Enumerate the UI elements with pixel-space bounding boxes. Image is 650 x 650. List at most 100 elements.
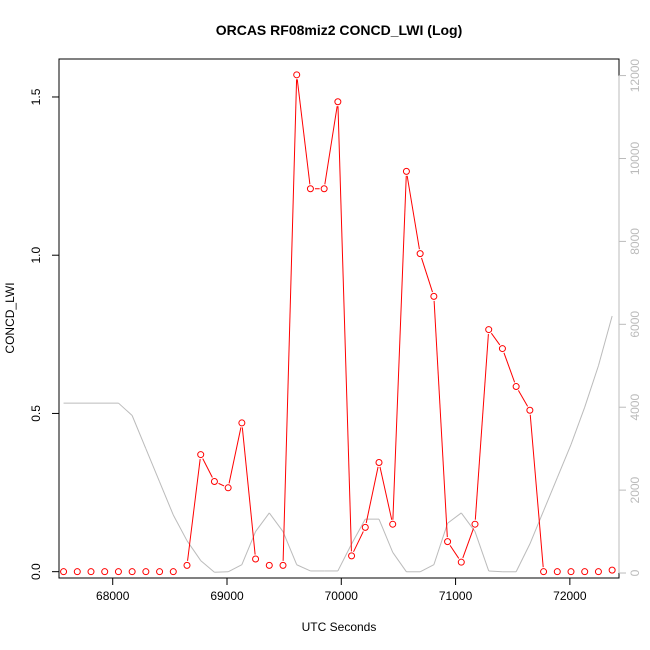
secondary-series-segment bbox=[378, 518, 394, 553]
secondary-series-segment bbox=[118, 402, 133, 416]
data-point bbox=[361, 523, 369, 531]
secondary-series-segment bbox=[433, 523, 449, 565]
data-point bbox=[73, 568, 81, 576]
series-line-segment bbox=[406, 175, 420, 250]
data-point bbox=[128, 568, 136, 576]
series-line-segment bbox=[529, 414, 544, 568]
series-line-segment bbox=[421, 257, 433, 293]
data-point bbox=[402, 167, 410, 175]
series-line-segment bbox=[449, 545, 460, 559]
data-point bbox=[210, 477, 218, 485]
y-tick-label: 0.5 bbox=[29, 405, 43, 422]
y2-tick-label: 0 bbox=[628, 569, 642, 576]
data-point bbox=[389, 520, 397, 528]
data-point bbox=[512, 383, 520, 391]
data-point bbox=[265, 561, 273, 569]
series-line-segment bbox=[296, 79, 311, 185]
secondary-series-segment bbox=[337, 543, 353, 572]
y-axis: 0.0 0.5 1.0 1.5 bbox=[29, 88, 60, 580]
secondary-series-segment bbox=[474, 531, 490, 572]
x-tick-label: 68000 bbox=[96, 589, 130, 603]
series-line-segment bbox=[462, 528, 474, 559]
secondary-series-segment bbox=[255, 512, 270, 532]
data-point bbox=[457, 558, 465, 566]
data-point bbox=[142, 568, 150, 576]
series-line-segment bbox=[218, 482, 225, 487]
y2-tick-label: 8000 bbox=[628, 228, 642, 255]
data-point bbox=[594, 568, 602, 576]
x-tick-label: 71000 bbox=[439, 589, 473, 603]
secondary-series-segment bbox=[597, 315, 613, 366]
y-axis-label: CONCD_LWI bbox=[3, 282, 17, 353]
x-axis: 68000 69000 70000 71000 72000 bbox=[96, 577, 587, 603]
series-line-segment bbox=[228, 427, 242, 484]
series-line-segment bbox=[202, 458, 213, 478]
y2-tick-label: 6000 bbox=[628, 311, 642, 338]
series-line-segment bbox=[337, 106, 352, 552]
data-point bbox=[320, 185, 328, 193]
data-point bbox=[101, 568, 109, 576]
secondary-series-segment bbox=[570, 407, 586, 445]
secondary-series-segment bbox=[282, 531, 298, 565]
data-point bbox=[252, 555, 260, 563]
y2-tick-label: 4000 bbox=[628, 394, 642, 421]
data-point bbox=[430, 292, 438, 300]
data-point bbox=[375, 458, 383, 466]
secondary-series-segment bbox=[392, 552, 407, 573]
data-point bbox=[156, 568, 164, 576]
data-point bbox=[306, 185, 314, 193]
y-tick-label: 0.0 bbox=[29, 563, 43, 580]
data-point bbox=[197, 451, 205, 459]
y-tick-label: 1.0 bbox=[29, 247, 43, 264]
secondary-series-segment bbox=[268, 512, 284, 532]
secondary-series-segment bbox=[419, 564, 435, 573]
series-line-segment bbox=[474, 334, 489, 520]
chart-title: ORCAS RF08miz2 CONCD_LWI (Log) bbox=[216, 22, 463, 38]
x-axis-label: UTC Seconds bbox=[302, 620, 377, 634]
y2-tick-label: 10000 bbox=[628, 141, 642, 175]
secondary-series-segment bbox=[296, 564, 311, 572]
secondary-series-segment bbox=[447, 512, 462, 524]
data-point bbox=[224, 484, 232, 492]
secondary-series-segment bbox=[515, 543, 531, 573]
secondary-y-axis: 0 2000 4000 6000 8000 10000 12000 bbox=[618, 59, 642, 576]
y-tick-label: 1.5 bbox=[29, 88, 43, 105]
data-point bbox=[334, 98, 342, 106]
series-layer bbox=[60, 71, 616, 576]
data-point bbox=[581, 568, 589, 576]
data-point bbox=[114, 568, 122, 576]
secondary-series-segment bbox=[172, 514, 188, 541]
data-point bbox=[60, 568, 68, 576]
data-point bbox=[540, 568, 548, 576]
data-point bbox=[87, 568, 95, 576]
data-point bbox=[183, 561, 191, 569]
x-tick-label: 72000 bbox=[553, 589, 587, 603]
data-point bbox=[567, 568, 575, 576]
series-line-segment bbox=[517, 390, 529, 407]
series-line-segment bbox=[324, 106, 338, 185]
secondary-series-segment bbox=[159, 481, 174, 516]
series-line-segment bbox=[379, 466, 393, 520]
data-point bbox=[279, 561, 287, 569]
data-point bbox=[485, 326, 493, 334]
data-point bbox=[238, 419, 246, 427]
secondary-series-segment bbox=[145, 448, 161, 483]
secondary-series-segment bbox=[556, 444, 572, 478]
data-point bbox=[471, 520, 479, 528]
data-point bbox=[498, 345, 506, 353]
series-line-segment bbox=[282, 79, 298, 561]
secondary-series-segment bbox=[351, 518, 366, 545]
data-point bbox=[169, 568, 177, 576]
y2-tick-label: 2000 bbox=[628, 476, 642, 503]
secondary-series-segment bbox=[460, 512, 476, 532]
secondary-series-segment bbox=[584, 365, 599, 408]
series-line-segment bbox=[433, 300, 448, 538]
y2-tick-label: 12000 bbox=[628, 59, 642, 93]
data-point bbox=[444, 538, 452, 546]
secondary-series-segment bbox=[543, 477, 558, 512]
x-tick-label: 69000 bbox=[210, 589, 244, 603]
series-line-segment bbox=[392, 175, 407, 520]
secondary-series-segment bbox=[227, 564, 243, 573]
series-line-segment bbox=[353, 531, 364, 553]
secondary-series-segment bbox=[131, 415, 147, 449]
